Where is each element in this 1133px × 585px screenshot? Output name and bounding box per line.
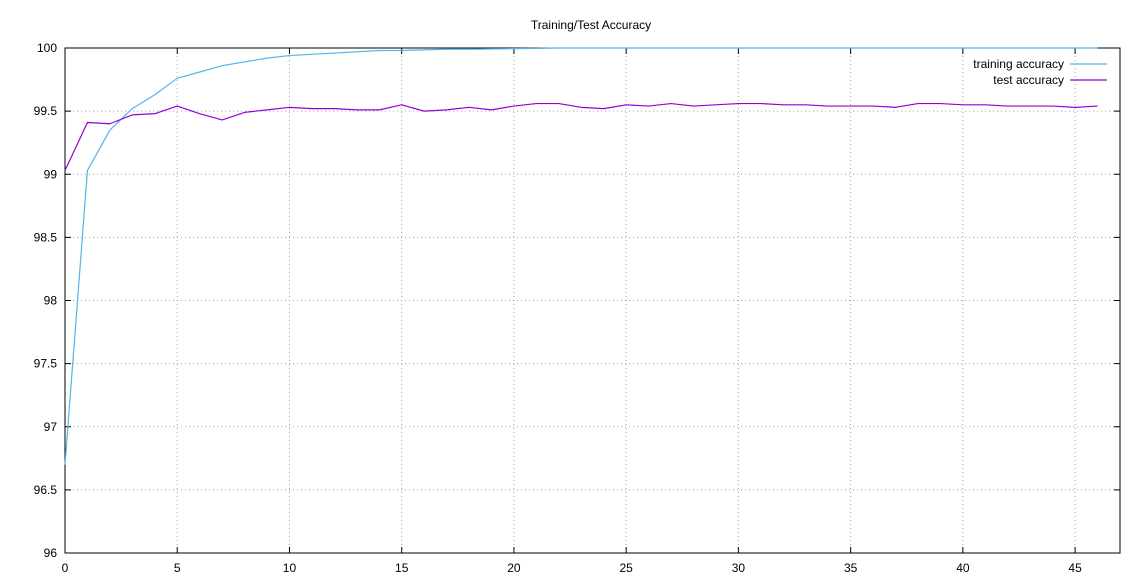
y-tick-label: 99.5 (34, 104, 58, 118)
y-tick-label: 97 (44, 420, 58, 434)
axis-ticks: 96 96.5 97 97.5 98 98.5 99 99.5 100 0 5 10 15 20 25 30 3… (34, 41, 1120, 575)
x-tick-label: 15 (395, 561, 409, 575)
y-tick-label: 98.5 (34, 230, 58, 244)
x-tick-label: 10 (283, 561, 297, 575)
legend-label: test accuracy (993, 73, 1064, 87)
x-tick-label: 45 (1068, 561, 1082, 575)
grid-lines (65, 48, 1120, 553)
legend-label: training accuracy (973, 57, 1064, 71)
x-tick-label: 40 (956, 561, 970, 575)
y-tick-label: 96.5 (34, 483, 58, 497)
x-tick-label: 0 (62, 561, 69, 575)
series-line-training-accuracy (64, 47, 1098, 465)
y-tick-label: 99 (44, 167, 58, 181)
chart-title: Training/Test Accuracy (531, 18, 651, 32)
x-tick-label: 5 (174, 561, 181, 575)
y-tick-label: 98 (44, 294, 58, 308)
x-tick-label: 35 (844, 561, 858, 575)
x-tick-label: 25 (619, 561, 633, 575)
x-tick-label: 30 (732, 561, 746, 575)
x-tick-label: 20 (507, 561, 521, 575)
y-tick-label: 96 (44, 546, 58, 560)
legend: training accuracy test accuracy (973, 57, 1107, 87)
series-lines (64, 47, 1098, 465)
y-tick-label: 97.5 (34, 357, 58, 371)
series-line-test-accuracy (64, 102, 1098, 171)
y-tick-label: 100 (37, 41, 57, 55)
